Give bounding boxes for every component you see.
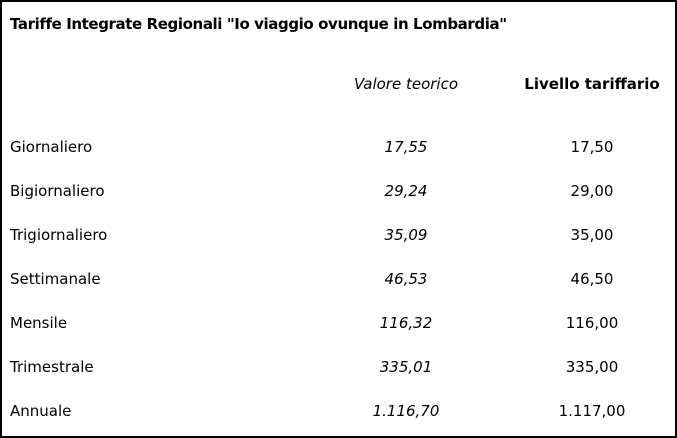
table-title: Tariffe Integrate Regionali "Io viaggio … bbox=[10, 15, 507, 33]
row-label: Trimestrale bbox=[10, 358, 94, 376]
row-label: Bigiornaliero bbox=[10, 182, 105, 200]
theoretical-value: 35,09 bbox=[384, 226, 428, 244]
theoretical-value: 335,01 bbox=[379, 358, 433, 376]
row-label: Mensile bbox=[10, 314, 68, 332]
theoretical-value: 17,55 bbox=[384, 138, 428, 156]
column-header: Valore teorico bbox=[353, 75, 459, 93]
row-label: Giornaliero bbox=[10, 138, 93, 156]
theoretical-value: 29,24 bbox=[384, 182, 428, 200]
tariff-level: 116,00 bbox=[565, 314, 619, 332]
theoretical-value: 46,53 bbox=[384, 270, 428, 288]
tariff-level: 335,00 bbox=[565, 358, 619, 376]
tariff-level: 35,00 bbox=[570, 226, 614, 244]
theoretical-value: 1.116,70 bbox=[372, 402, 440, 420]
tariff-level: 1.117,00 bbox=[558, 402, 626, 420]
theoretical-value: 116,32 bbox=[379, 314, 433, 332]
row-label: Trigiornaliero bbox=[10, 226, 108, 244]
tariff-level: 17,50 bbox=[570, 138, 614, 156]
tariff-level: 29,00 bbox=[570, 182, 614, 200]
row-label: Annuale bbox=[10, 402, 72, 420]
row-label: Settimanale bbox=[10, 270, 101, 288]
tariff-level: 46,50 bbox=[570, 270, 614, 288]
column-header: Livello tariffario bbox=[524, 75, 660, 93]
